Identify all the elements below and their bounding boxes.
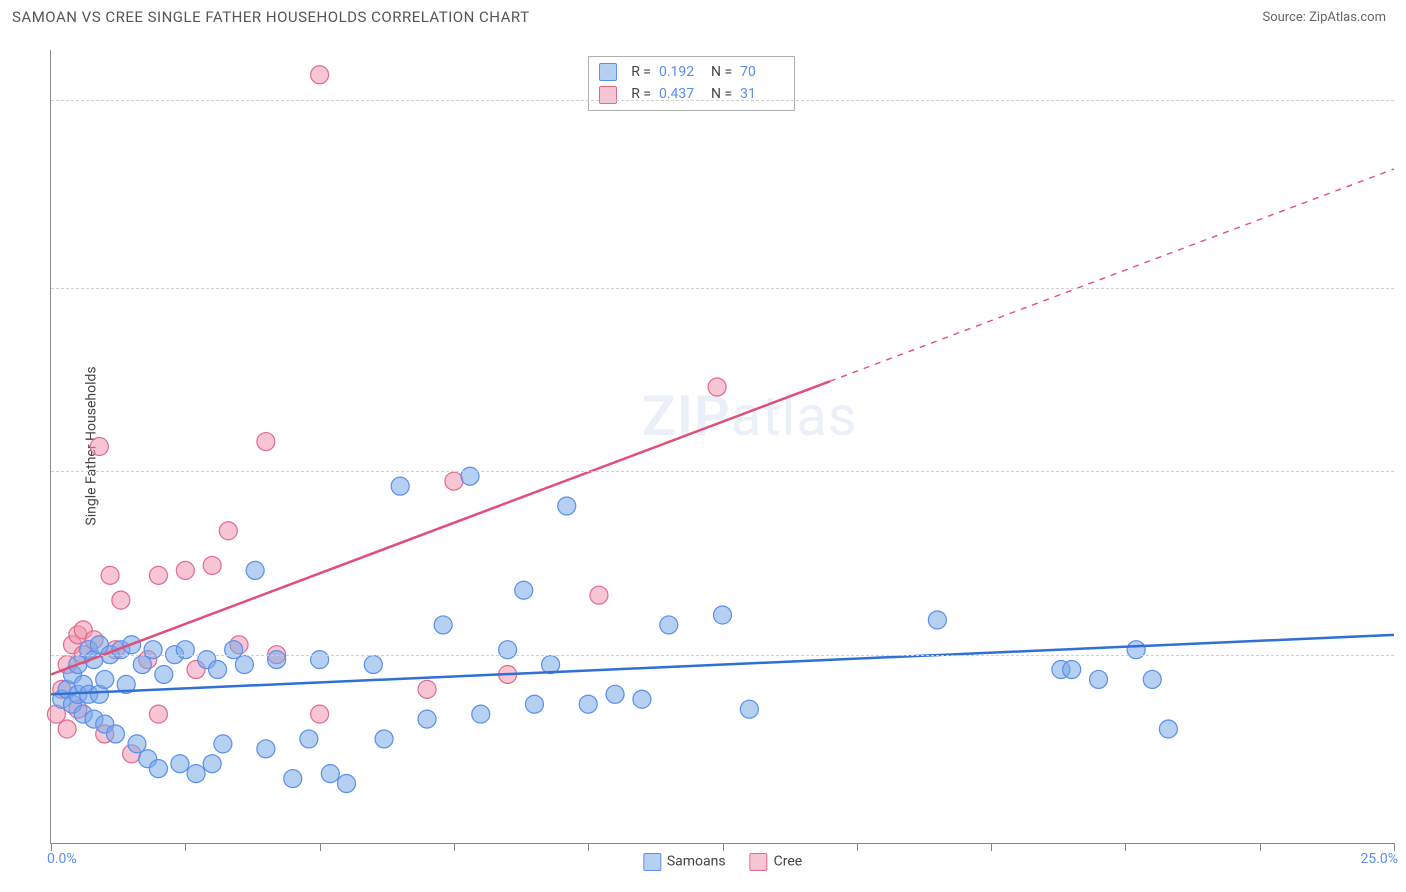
source-prefix: Source:: [1262, 10, 1309, 25]
stat-n-samoans: 70: [740, 61, 784, 83]
swatch-samoans-bottom: [643, 853, 661, 871]
gridline: [51, 655, 1394, 656]
xtick: [1125, 843, 1126, 851]
stat-r-label-2: R =: [631, 83, 651, 105]
stat-r-samoans: 0.192: [659, 61, 703, 83]
xtick: [991, 843, 992, 851]
gridline: [51, 288, 1394, 289]
stat-n-label: N =: [711, 61, 732, 83]
xtick: [1394, 843, 1395, 851]
xtick: [588, 843, 589, 851]
xtick: [185, 843, 186, 851]
xtick: [1260, 843, 1261, 851]
ytick-label: 7.5%: [1398, 463, 1406, 479]
chart-plot-area: ZIPatlas R = 0.192 N = 70 R = 0.437 N = …: [50, 50, 1394, 844]
chart-title: SAMOAN VS CREE SINGLE FATHER HOUSEHOLDS …: [12, 8, 530, 26]
gridline: [51, 471, 1394, 472]
swatch-samoans: [599, 63, 617, 81]
stat-n-cree: 31: [740, 83, 784, 105]
x-max-label: 25.0%: [1360, 851, 1398, 867]
stat-r-label: R =: [631, 61, 651, 83]
xtick: [454, 843, 455, 851]
xtick: [857, 843, 858, 851]
stat-legend-row-cree: R = 0.437 N = 31: [599, 83, 784, 105]
xtick: [51, 843, 52, 851]
stat-n-label-2: N =: [711, 83, 732, 105]
chart-source: Source: ZipAtlas.com: [1262, 10, 1386, 25]
legend-item-cree: Cree: [750, 853, 803, 871]
chart-svg: [51, 50, 1394, 843]
source-name: ZipAtlas.com: [1309, 10, 1386, 25]
xtick: [320, 843, 321, 851]
x-origin-label: 0.0%: [47, 851, 77, 867]
legend-label-cree: Cree: [774, 854, 803, 870]
ytick-label: 3.8%: [1398, 647, 1406, 663]
bottom-legend: Samoans Cree: [643, 853, 802, 871]
chart-header: SAMOAN VS CREE SINGLE FATHER HOUSEHOLDS …: [0, 0, 1406, 30]
legend-label-samoans: Samoans: [667, 854, 726, 870]
gridline: [51, 100, 1394, 101]
xtick: [723, 843, 724, 851]
stat-legend: R = 0.192 N = 70 R = 0.437 N = 31: [588, 56, 795, 111]
ytick-label: 15.0%: [1398, 92, 1406, 108]
swatch-cree-bottom: [750, 853, 768, 871]
stat-r-cree: 0.437: [659, 83, 703, 105]
ytick-label: 11.2%: [1398, 280, 1406, 296]
legend-item-samoans: Samoans: [643, 853, 726, 871]
swatch-cree: [599, 86, 617, 104]
stat-legend-row-samoans: R = 0.192 N = 70: [599, 61, 784, 83]
